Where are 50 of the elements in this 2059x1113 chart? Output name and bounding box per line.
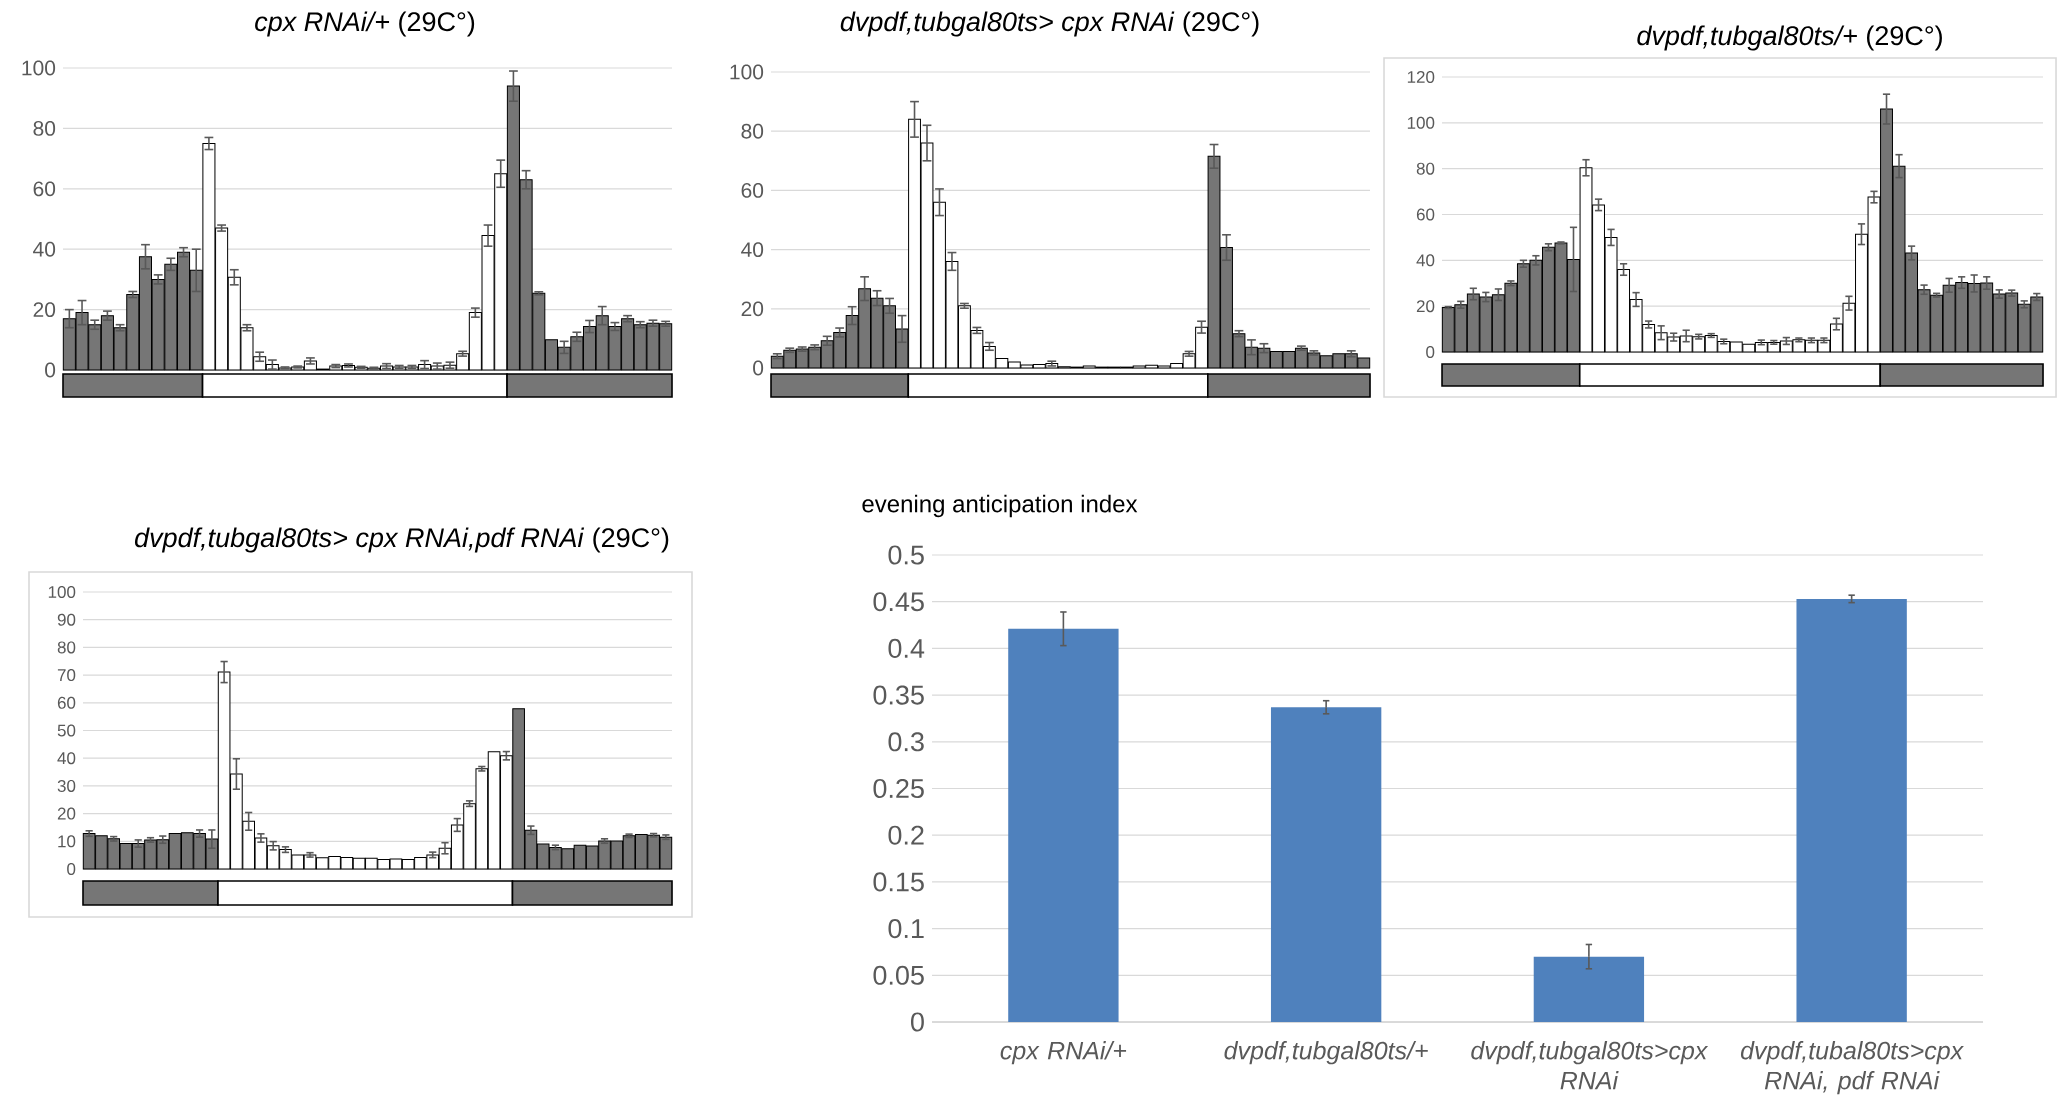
y-tick-label: 90 <box>57 613 76 626</box>
y-tick-label: 40 <box>33 241 56 257</box>
y-tick-label: 0.45 <box>873 592 924 612</box>
y-tick-label: 60 <box>741 182 764 198</box>
x-tick-label: dvpdf,tubgal80ts/+ <box>1224 1041 1428 1065</box>
x-tick-label: cpx RNAi/+ <box>1000 1041 1127 1065</box>
y-tick-label: 50 <box>57 724 76 737</box>
y-tick-label: 30 <box>57 779 76 792</box>
y-tick-label: 40 <box>741 242 764 258</box>
y-tick-label: 100 <box>730 64 764 80</box>
y-tick-label: 0 <box>45 362 56 378</box>
y-tick-label: 60 <box>1416 208 1435 221</box>
y-tick-label: 80 <box>33 120 56 136</box>
chart-title: evening anticipation index <box>862 494 1138 518</box>
y-tick-label: 80 <box>57 641 76 654</box>
y-tick-label: 20 <box>57 807 76 820</box>
y-tick-label: 60 <box>33 181 56 197</box>
x-tick-label: dvpdf,tubgal80ts>cpx RNAi <box>1471 1041 1709 1090</box>
y-tick-label: 0 <box>753 360 764 376</box>
y-tick-label: 0.5 <box>888 545 924 565</box>
y-tick-label: 100 <box>48 586 76 599</box>
y-tick-label: 0 <box>67 863 76 876</box>
x-tick-label: dvpdf,tubal80ts>cpx RNAi, pdf RNAi <box>1740 1041 1964 1095</box>
y-tick-label: 20 <box>741 301 764 317</box>
y-tick-label: 80 <box>1416 162 1435 175</box>
y-tick-label: 0.3 <box>888 732 924 752</box>
y-tick-label: 20 <box>1416 300 1435 313</box>
y-tick-label: 120 <box>1407 71 1435 84</box>
y-tick-label: 0.4 <box>888 638 925 658</box>
chart-title: dvpdf,tubgal80ts> cpx RNAi (29C°) <box>840 11 1259 37</box>
y-tick-label: 100 <box>22 60 56 76</box>
y-tick-label: 0.2 <box>888 825 924 845</box>
y-tick-label: 0.1 <box>888 919 924 939</box>
y-tick-label: 70 <box>57 669 76 682</box>
y-tick-label: 0 <box>911 1012 924 1032</box>
chart-title: cpx RNAi/+ (29C°) <box>255 11 475 37</box>
y-tick-label: 20 <box>33 302 56 318</box>
y-tick-label: 40 <box>1416 254 1435 267</box>
y-tick-label: 10 <box>58 835 76 848</box>
y-tick-label: 0.25 <box>873 778 924 799</box>
y-tick-label: 0.05 <box>873 965 924 985</box>
y-tick-label: 100 <box>1407 116 1435 129</box>
y-tick-label: 60 <box>57 696 76 709</box>
y-tick-label: 80 <box>741 123 764 139</box>
y-tick-label: 0.35 <box>873 685 924 705</box>
chart-title: dvpdf,tubgal80ts/+ (29C°) <box>1637 25 1942 51</box>
y-tick-label: 0 <box>1426 346 1435 359</box>
chart-title: dvpdf,tubgal80ts> cpx RNAi,pdf RNAi (29C°) <box>134 527 669 553</box>
y-tick-label: 0.15 <box>873 872 924 892</box>
y-tick-label: 40 <box>57 752 76 765</box>
